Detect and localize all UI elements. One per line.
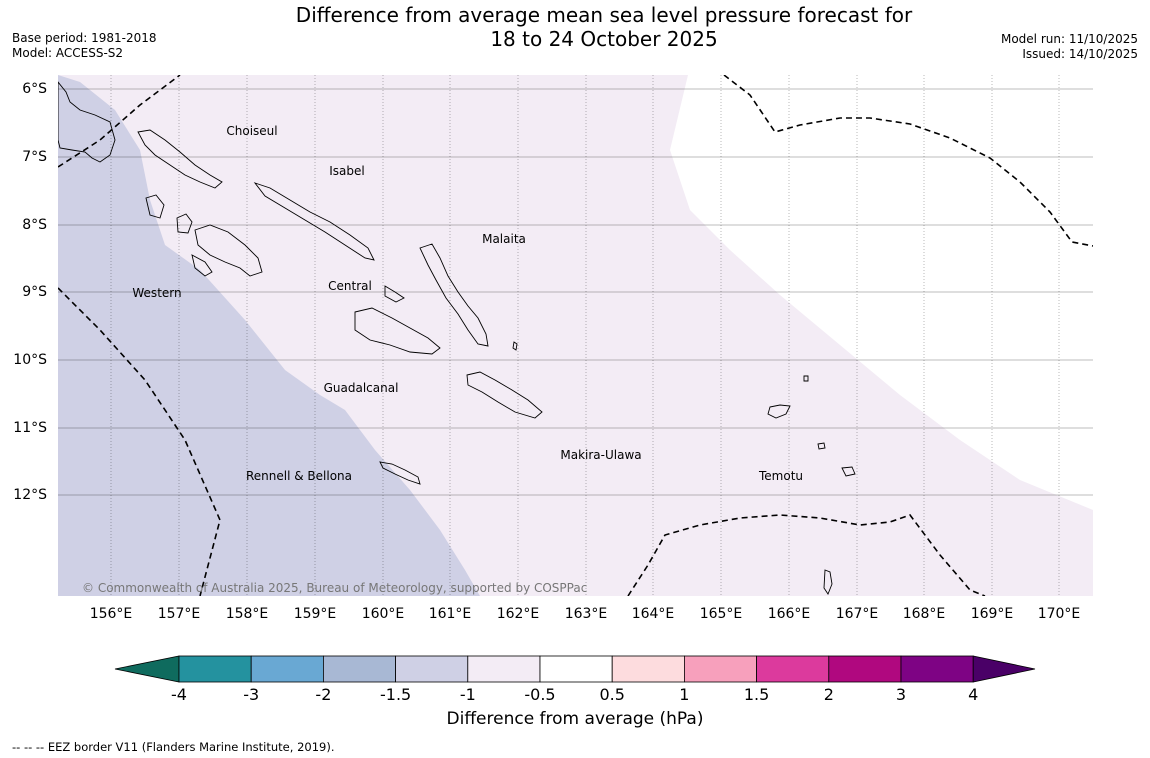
lon-label: 165°E bbox=[699, 606, 743, 622]
eez-borders bbox=[58, 75, 1093, 596]
pressure-band-neutral bbox=[670, 75, 1093, 510]
lat-label: 10°S bbox=[13, 352, 47, 368]
lon-label: 163°E bbox=[564, 606, 608, 622]
lon-label: 159°E bbox=[293, 606, 337, 622]
chart-title: Difference from average mean sea level p… bbox=[200, 3, 1008, 51]
base-period: Base period: 1981-2018 bbox=[12, 31, 157, 45]
lon-label: 161°E bbox=[428, 606, 472, 622]
lat-label: 8°S bbox=[22, 217, 47, 233]
region-label-western: Western bbox=[132, 286, 181, 300]
region-label-malaita: Malaita bbox=[482, 232, 526, 246]
lon-label: 167°E bbox=[835, 606, 879, 622]
region-label-guadalcanal: Guadalcanal bbox=[324, 381, 399, 395]
region-labels: Choiseul Isabel Malaita Western Central … bbox=[132, 124, 803, 483]
lat-label: 9°S bbox=[22, 284, 47, 300]
model-name: Model: ACCESS-S2 bbox=[12, 46, 124, 60]
region-label-central: Central bbox=[328, 279, 372, 293]
lon-label: 162°E bbox=[496, 606, 540, 622]
region-label-temotu: Temotu bbox=[758, 469, 803, 483]
lat-label: 7°S bbox=[22, 149, 47, 165]
lon-label: 170°E bbox=[1037, 606, 1081, 622]
region-label-isabel: Isabel bbox=[329, 164, 364, 178]
lon-label: 156°E bbox=[89, 606, 133, 622]
islands bbox=[58, 81, 856, 595]
pressure-band-dark bbox=[58, 75, 480, 596]
lon-label: 160°E bbox=[361, 606, 405, 622]
gridlines bbox=[58, 75, 1093, 596]
region-label-makira-ulawa: Makira-Ulawa bbox=[560, 448, 641, 462]
model-run: Model run: 11/10/2025 bbox=[1000, 32, 1138, 46]
lon-label: 169°E bbox=[970, 606, 1014, 622]
lat-label: 11°S bbox=[13, 420, 47, 436]
meta-right: Model run: 11/10/2025 Issued: 14/10/2025 bbox=[1001, 32, 1138, 62]
region-label-choiseul: Choiseul bbox=[226, 124, 277, 138]
lon-label: 158°E bbox=[225, 606, 269, 622]
lat-label: 12°S bbox=[13, 487, 47, 503]
lon-label: 157°E bbox=[157, 606, 201, 622]
lon-label: 168°E bbox=[902, 606, 946, 622]
lat-label: 6°S bbox=[22, 81, 47, 97]
region-label-rennell-bellona: Rennell & Bellona bbox=[246, 469, 352, 483]
eez-footnote: -- -- -- EEZ border V11 (Flanders Marine… bbox=[12, 740, 335, 754]
copyright-notice: © Commonwealth of Australia 2025, Bureau… bbox=[82, 581, 587, 595]
lon-label: 166°E bbox=[767, 606, 811, 622]
map-area: Choiseul Isabel Malaita Western Central … bbox=[58, 75, 1093, 596]
title-line-2: 18 to 24 October 2025 bbox=[490, 27, 718, 51]
title-line-1: Difference from average mean sea level p… bbox=[295, 3, 913, 27]
colorbar-label: Difference from average (hPa) bbox=[446, 709, 704, 729]
meta-left: Base period: 1981-2018 Model: ACCESS-S2 bbox=[12, 31, 157, 61]
issued-date: Issued: 14/10/2025 bbox=[1022, 47, 1138, 61]
lon-label: 164°E bbox=[631, 606, 675, 622]
